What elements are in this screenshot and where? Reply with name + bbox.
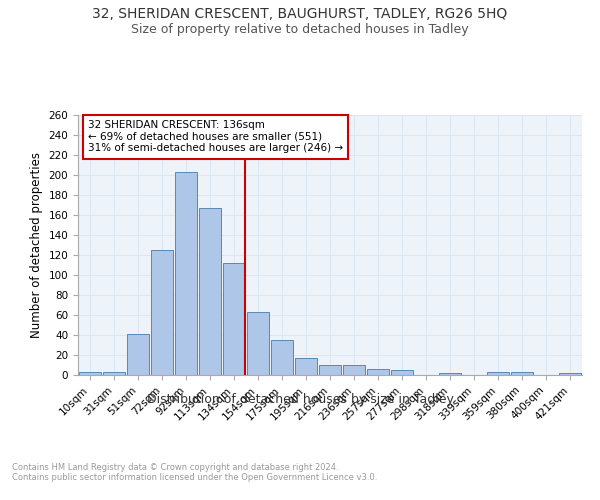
Bar xyxy=(175,172,197,375)
Bar xyxy=(343,365,365,375)
Bar xyxy=(295,358,317,375)
Bar xyxy=(439,373,461,375)
Bar xyxy=(391,370,413,375)
Bar xyxy=(151,250,173,375)
Bar xyxy=(367,369,389,375)
Bar xyxy=(487,372,509,375)
Y-axis label: Number of detached properties: Number of detached properties xyxy=(30,152,43,338)
Bar xyxy=(199,208,221,375)
Text: Distribution of detached houses by size in Tadley: Distribution of detached houses by size … xyxy=(146,392,454,406)
Text: Contains HM Land Registry data © Crown copyright and database right 2024.
Contai: Contains HM Land Registry data © Crown c… xyxy=(12,462,377,482)
Bar xyxy=(511,372,533,375)
Bar xyxy=(127,334,149,375)
Text: Size of property relative to detached houses in Tadley: Size of property relative to detached ho… xyxy=(131,22,469,36)
Bar xyxy=(79,372,101,375)
Bar xyxy=(223,263,245,375)
Text: 32, SHERIDAN CRESCENT, BAUGHURST, TADLEY, RG26 5HQ: 32, SHERIDAN CRESCENT, BAUGHURST, TADLEY… xyxy=(92,8,508,22)
Bar xyxy=(103,372,125,375)
Bar xyxy=(271,340,293,375)
Bar xyxy=(559,373,581,375)
Text: 32 SHERIDAN CRESCENT: 136sqm
← 69% of detached houses are smaller (551)
31% of s: 32 SHERIDAN CRESCENT: 136sqm ← 69% of de… xyxy=(88,120,343,154)
Bar xyxy=(319,365,341,375)
Bar xyxy=(247,312,269,375)
